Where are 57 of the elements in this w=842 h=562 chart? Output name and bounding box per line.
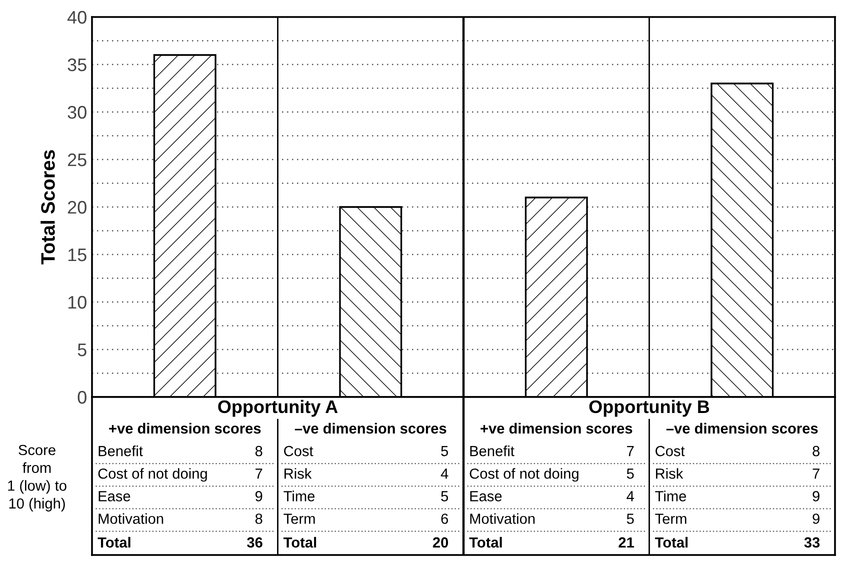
text: 6 bbox=[441, 514, 448, 524]
text: Total bbox=[283, 536, 316, 548]
text: Total bbox=[469, 536, 502, 548]
text: 4 bbox=[626, 491, 634, 502]
y-tick-label: 10 bbox=[68, 296, 86, 309]
text: 9 bbox=[812, 514, 820, 524]
text: 7 bbox=[256, 468, 262, 479]
y-axis-title: Total Scores bbox=[40, 150, 55, 264]
text: Term bbox=[655, 514, 686, 524]
text: Cost of not doing bbox=[470, 468, 578, 482]
y-tick-label: 35 bbox=[68, 58, 86, 72]
text: 8 bbox=[812, 446, 820, 456]
text: Risk bbox=[284, 468, 312, 479]
text: 8 bbox=[255, 514, 262, 524]
text: 7 bbox=[627, 446, 634, 456]
text: 5 bbox=[626, 468, 634, 479]
text: 9 bbox=[812, 491, 820, 502]
text: Ease bbox=[98, 491, 130, 502]
text: Total bbox=[654, 536, 688, 548]
text: Cost bbox=[284, 446, 314, 456]
text: Time bbox=[655, 490, 686, 502]
text: 5 bbox=[441, 446, 448, 456]
data-label: 33 bbox=[804, 537, 820, 548]
y-tick-label: 5 bbox=[78, 344, 86, 356]
text: 9 bbox=[255, 491, 262, 502]
text: Cost bbox=[656, 446, 685, 456]
text: Benefit bbox=[98, 446, 143, 456]
text: Total bbox=[98, 536, 130, 548]
data-label: 21 bbox=[618, 537, 634, 548]
text: –ve dimension scores bbox=[666, 422, 818, 434]
data-label: 20 bbox=[432, 537, 448, 548]
text: Term bbox=[284, 514, 315, 524]
y-tick-label: 0 bbox=[78, 390, 86, 404]
text: Score from 1 (low) to 10 (high) bbox=[8, 444, 66, 512]
text: Risk bbox=[656, 468, 684, 479]
text: Cost of not doing bbox=[98, 468, 207, 482]
y-tick-label: 15 bbox=[68, 248, 86, 262]
y-tick-label: 20 bbox=[68, 200, 86, 214]
text: 7 bbox=[812, 468, 820, 479]
text: +ve dimension scores bbox=[109, 422, 261, 434]
text: 8 bbox=[255, 446, 262, 456]
text: Opportunity A bbox=[218, 400, 338, 417]
y-tick-label: 40 bbox=[67, 10, 86, 24]
y-tick-label: 25 bbox=[68, 153, 86, 166]
text: –ve dimension scores bbox=[294, 422, 446, 434]
text: +ve dimension scores bbox=[480, 422, 632, 434]
text: 5 bbox=[626, 514, 634, 524]
text: Benefit bbox=[470, 446, 514, 456]
text: 5 bbox=[441, 491, 448, 502]
text: Opportunity B bbox=[589, 400, 710, 417]
y-tick-label: 30 bbox=[68, 106, 86, 119]
data-label: 36 bbox=[247, 537, 262, 548]
text: Time bbox=[284, 490, 315, 502]
text: Motivation bbox=[470, 513, 535, 524]
text: Motivation bbox=[98, 513, 164, 524]
text: Ease bbox=[470, 491, 502, 502]
text: 4 bbox=[440, 468, 448, 479]
